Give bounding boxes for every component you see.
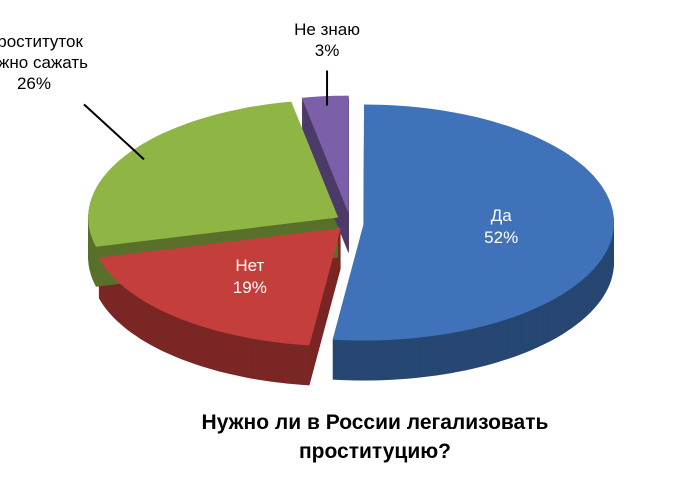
category-label: Да [490,205,512,225]
value-label: 19% [232,277,267,297]
value-label: 3% [314,40,340,60]
leader-line [83,103,145,161]
category-label: Проституток нужно сажать [0,32,88,73]
slice [98,228,341,346]
value-label: 52% [484,227,519,247]
slice [88,101,339,247]
slice [332,104,614,341]
category-label: Не знаю [294,19,360,39]
chart-title: Нужно ли в России легализовать проституц… [201,411,549,463]
category-label: Нет [235,255,265,275]
value-label: 26% [16,74,51,94]
slice [301,95,349,214]
